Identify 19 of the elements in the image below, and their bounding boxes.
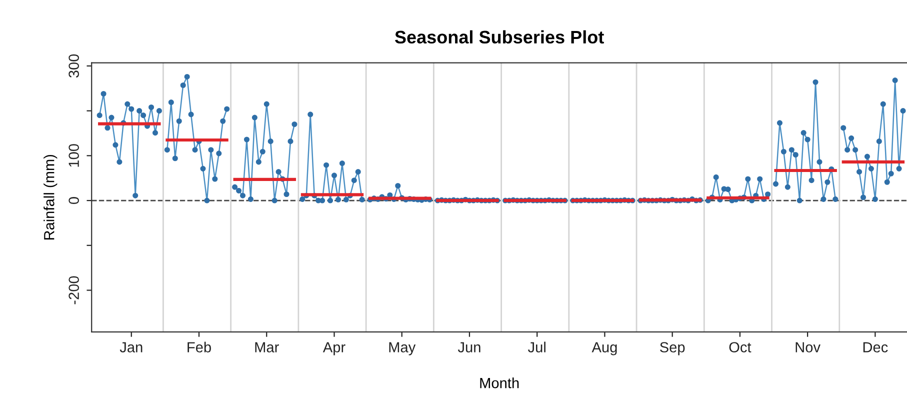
x-tick-label: Dec — [863, 342, 888, 352]
x-tick-label: Feb — [188, 342, 211, 352]
x-tick-label: Jun — [458, 342, 480, 352]
y-tick-label: 0 — [68, 197, 79, 204]
x-tick-label: Apr — [322, 342, 346, 356]
x-tick-label: Sep — [660, 342, 685, 356]
x-axis-title: Month — [480, 378, 519, 388]
x-tick-label: Aug — [592, 342, 617, 356]
x-tick-label: Jul — [528, 342, 546, 352]
x-tick-label: Nov — [796, 342, 820, 352]
x-tick-label: Mar — [255, 342, 279, 352]
y-axis-title: Rainfall (mm) — [44, 154, 58, 240]
chart-title: Seasonal Subseries Plot — [394, 30, 604, 44]
x-tick-label: Oct — [729, 342, 752, 352]
x-tick-label: May — [389, 342, 416, 356]
y-tick-label: -200 — [68, 276, 79, 304]
y-tick-label: 100 — [68, 144, 79, 167]
x-tick-label: Jan — [120, 342, 142, 352]
y-tick-label: 300 — [68, 54, 79, 78]
